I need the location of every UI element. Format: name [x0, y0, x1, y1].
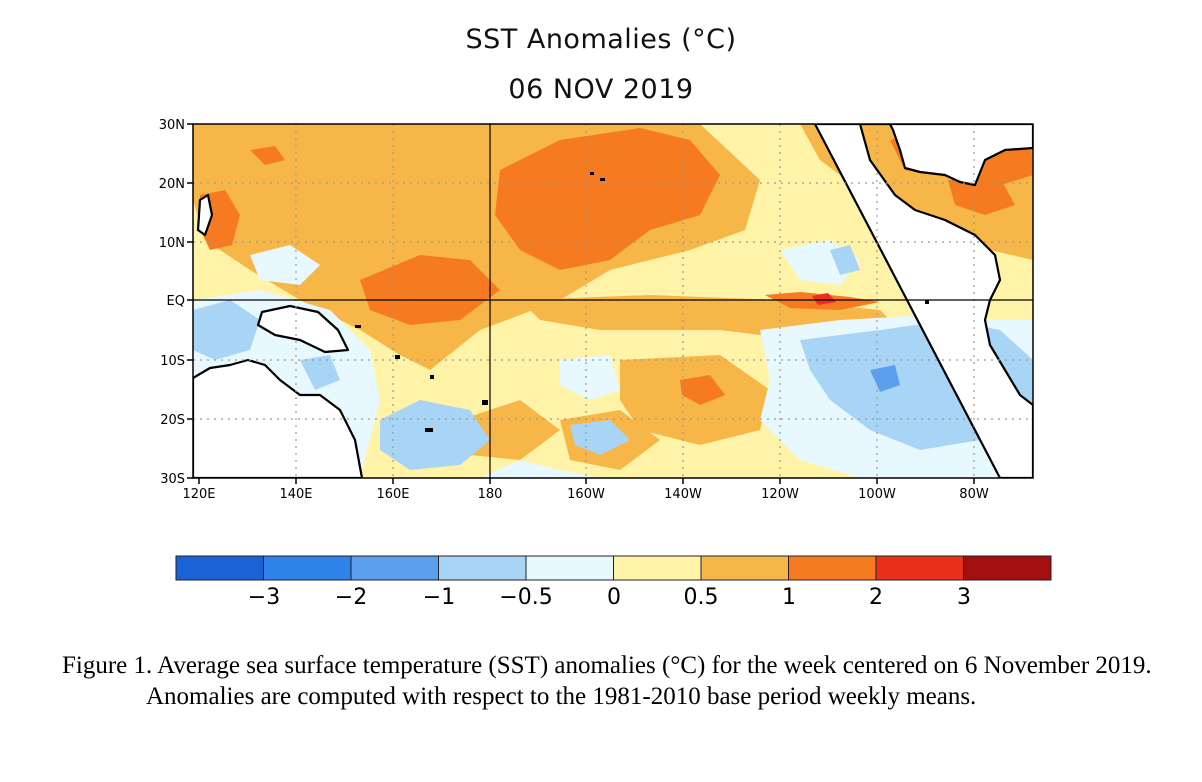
- colorbar-tick-label: −1: [423, 585, 455, 610]
- colorbar-tick-label: 0.5: [684, 585, 719, 610]
- colorbar-tick-label: 2: [869, 585, 883, 610]
- colorbar-swatch: [788, 555, 877, 581]
- sst-anomaly-field: [193, 124, 1033, 478]
- anomaly-2-to-3: [812, 293, 836, 305]
- americas-landmass: [813, 124, 1033, 478]
- colorbar-swatch: [175, 555, 264, 581]
- philippines-landmass: [196, 193, 214, 237]
- longitude-labels: 120E 140E 160E 180 160W 140W 120W 100W 8…: [182, 487, 988, 502]
- colorbar-legend: [175, 555, 1052, 581]
- new-guinea-landmass: [256, 304, 350, 354]
- colorbar-swatch: [963, 555, 1052, 581]
- lat-label: 10S: [160, 354, 185, 369]
- graticule: [193, 124, 1033, 478]
- colorbar-tick-label: 1: [782, 585, 796, 610]
- lat-label: 20N: [159, 177, 185, 192]
- colorbar-swatch: [525, 555, 614, 581]
- colorbar-swatch: [700, 555, 789, 581]
- colorbar-tick-label: 3: [957, 585, 971, 610]
- colorbar-tick-label: 0: [607, 585, 621, 610]
- lat-label: 30S: [160, 472, 185, 487]
- lon-label: 120E: [182, 487, 215, 502]
- axis-ticks: [187, 123, 975, 484]
- sst-anomaly-map-figure: 30N 20N 10N EQ 10S 20S 30S 120E 140E 160…: [159, 118, 1052, 610]
- colorbar-swatch: [263, 555, 352, 581]
- map-date-subtitle: 06 NOV 2019: [508, 74, 694, 105]
- colorbar-swatch: [350, 555, 439, 581]
- colorbar-tick-label: −2: [335, 585, 367, 610]
- map-title: SST Anomalies (°C): [465, 24, 737, 55]
- lon-label: 100W: [858, 487, 896, 502]
- colorbar-tick-label: −0.5: [499, 585, 552, 610]
- lon-label: 160W: [567, 487, 605, 502]
- lon-label: 180: [478, 487, 503, 502]
- colorbar-swatch: [875, 555, 964, 581]
- lon-label: 140E: [279, 487, 312, 502]
- figure-caption: Figure 1. Average sea surface temperatur…: [62, 652, 1152, 710]
- latitude-labels: 30N 20N 10N EQ 10S 20S 30S: [159, 118, 185, 487]
- map-frame: [192, 123, 1034, 479]
- lon-label: 120W: [761, 487, 799, 502]
- lat-label: 20S: [160, 413, 185, 428]
- lat-label: EQ: [167, 294, 185, 309]
- colorbar-labels: −3 −2 −1 −0.5 0 0.5 1 2 3: [248, 585, 971, 610]
- lon-label: 160E: [376, 487, 409, 502]
- lat-label: 30N: [159, 118, 185, 133]
- lon-label: 80W: [959, 487, 989, 502]
- colorbar-swatch: [438, 555, 527, 581]
- lon-label: 140W: [664, 487, 702, 502]
- colorbar-tick-label: −3: [248, 585, 280, 610]
- colorbar-swatch: [613, 555, 702, 581]
- lat-label: 10N: [159, 236, 185, 251]
- small-islands: [355, 172, 929, 432]
